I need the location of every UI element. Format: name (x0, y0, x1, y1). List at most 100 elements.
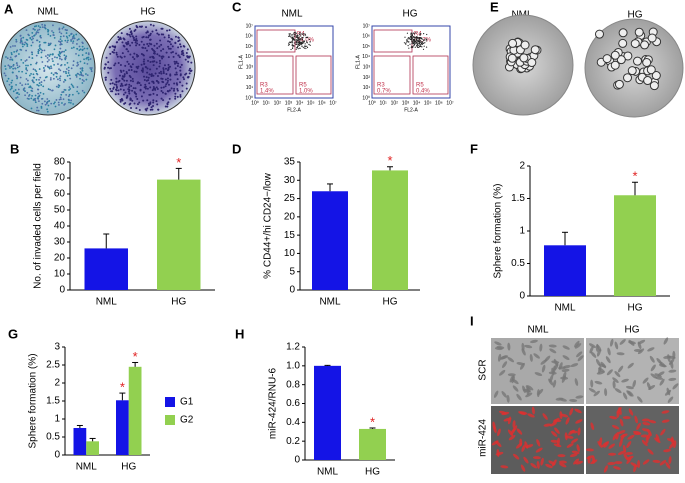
texture-dot (131, 80, 134, 83)
texture-dot (146, 42, 149, 45)
texture-dot (174, 67, 177, 70)
texture-dot (64, 57, 67, 60)
texture-dot (14, 45, 16, 47)
texture-dot (64, 78, 66, 81)
cell (642, 422, 651, 426)
event (299, 32, 301, 34)
cell (656, 357, 663, 365)
cell (601, 441, 609, 448)
event (304, 33, 306, 35)
cell (501, 391, 507, 398)
event (418, 42, 420, 44)
texture-dot (174, 95, 177, 98)
texture-dot (133, 52, 136, 55)
event (287, 44, 290, 46)
texture-dot (149, 32, 152, 35)
texture-dot (155, 29, 158, 32)
texture-dot (166, 105, 169, 108)
texture-dot (133, 102, 136, 105)
cell (536, 438, 541, 447)
texture-dot (85, 78, 88, 81)
cell (501, 411, 510, 416)
texture-dot (169, 65, 172, 68)
y-tick-label: 0 (289, 285, 295, 296)
texture-dot (37, 25, 40, 27)
texture-dot (28, 56, 31, 59)
texture-dot (10, 53, 13, 56)
event (296, 40, 298, 42)
texture-dot (57, 86, 60, 89)
texture-dot (154, 72, 157, 75)
texture-dot (149, 38, 152, 41)
event (418, 38, 420, 40)
gate-percent: 33.7% (414, 38, 432, 44)
y-tick-label: 5 (289, 266, 295, 277)
event (407, 45, 409, 47)
texture-dot (29, 63, 32, 66)
cell (652, 459, 661, 463)
texture-dot (154, 88, 157, 91)
gate-percent: 0.7% (377, 89, 391, 95)
texture-dot (53, 48, 56, 51)
texture-dot (43, 100, 46, 103)
texture-dot (58, 31, 61, 34)
texture-dot (174, 97, 177, 100)
texture-dot (36, 88, 39, 91)
texture-dot (129, 35, 132, 38)
cell (497, 428, 501, 437)
texture-dot (165, 83, 168, 86)
event (407, 37, 410, 39)
texture-dot (173, 60, 176, 63)
texture-dot (4, 65, 7, 68)
texture-dot (190, 61, 193, 64)
texture-dot (26, 69, 29, 72)
texture-dot (32, 99, 35, 101)
texture-dot (37, 100, 40, 103)
texture-dot (151, 89, 154, 92)
cell (670, 360, 674, 369)
texture-dot (42, 67, 45, 69)
texture-dot (60, 32, 63, 35)
cell (558, 366, 567, 370)
texture-dot (10, 87, 13, 90)
texture-dot (160, 77, 163, 80)
texture-dot (158, 45, 161, 48)
texture-dot (123, 45, 126, 48)
texture-dot (162, 72, 165, 75)
texture-dot (181, 90, 184, 93)
texture-dot (113, 83, 116, 86)
texture-dot (132, 36, 135, 39)
event (298, 40, 300, 42)
cell (614, 461, 623, 465)
texture-dot (87, 58, 90, 61)
texture-dot (37, 31, 40, 34)
texture-dot (9, 56, 12, 59)
texture-dot (9, 88, 12, 91)
texture-dot (44, 64, 47, 67)
event (297, 45, 299, 48)
cell (663, 337, 669, 345)
texture-dot (135, 35, 138, 38)
texture-dot (26, 45, 29, 48)
y-axis-label: FL1-A (238, 55, 244, 69)
cell (596, 349, 601, 357)
texture-dot (117, 62, 120, 65)
texture-dot (68, 99, 70, 102)
cell (650, 364, 656, 372)
texture-dot (64, 70, 67, 73)
texture-dot (146, 99, 149, 102)
texture-dot (67, 72, 70, 74)
texture-dot (132, 87, 135, 90)
texture-dot (114, 45, 117, 48)
texture-dot (34, 99, 37, 102)
cell (500, 465, 509, 469)
cell (660, 428, 666, 436)
gate (373, 29, 413, 53)
cell (539, 343, 543, 352)
cell (641, 418, 650, 422)
texture-dot (110, 78, 113, 81)
texture-dot (164, 92, 167, 95)
texture-dot (51, 58, 54, 60)
texture-dot (157, 108, 160, 111)
texture-dot (40, 84, 43, 86)
